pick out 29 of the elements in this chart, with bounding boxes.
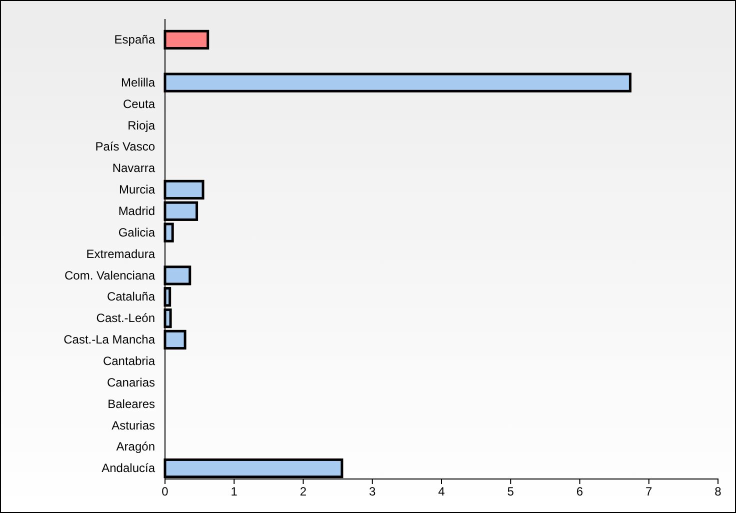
y-tick-label: España <box>114 32 156 47</box>
y-tick-label: Aragón <box>116 440 155 454</box>
y-tick-label: Galicia <box>118 225 156 240</box>
y-tick-label: Canarias <box>106 375 155 390</box>
y-tick-label: Ceuta <box>122 96 156 111</box>
x-tick-label: 3 <box>369 484 376 499</box>
y-tick-label: Cataluña <box>106 290 156 304</box>
x-tick-label: 6 <box>576 484 584 499</box>
y-tick-label: Asturias <box>112 418 155 432</box>
y-tick-label: Murcia <box>118 182 156 197</box>
x-tick-label: 4 <box>438 484 446 499</box>
y-tick-label: Extremadura <box>86 246 156 261</box>
y-tick-label: Cast.-La Mancha <box>64 332 156 347</box>
y-tick-label: Baleares <box>108 396 155 411</box>
y-tick-label: Cast.-León <box>96 311 155 326</box>
y-tick-label: Rioja <box>128 118 156 132</box>
y-tick-label: Andalucía <box>102 461 156 476</box>
x-tick-label: 2 <box>300 484 307 499</box>
x-tick-label: 7 <box>646 484 653 499</box>
y-tick-label: Cantabria <box>102 354 156 368</box>
x-tick-label: 1 <box>230 484 238 499</box>
y-tick-label: Madrid <box>118 204 155 218</box>
x-tick-label: 0 <box>162 484 169 499</box>
y-tick-label: Navarra <box>112 161 156 176</box>
x-tick-label: 8 <box>714 484 722 499</box>
y-tick-label: Com. Valenciana <box>64 268 156 282</box>
x-tick-label: 5 <box>507 484 514 499</box>
y-tick-label: País Vasco <box>95 140 156 154</box>
y-tick-label: Melilla <box>120 75 156 90</box>
